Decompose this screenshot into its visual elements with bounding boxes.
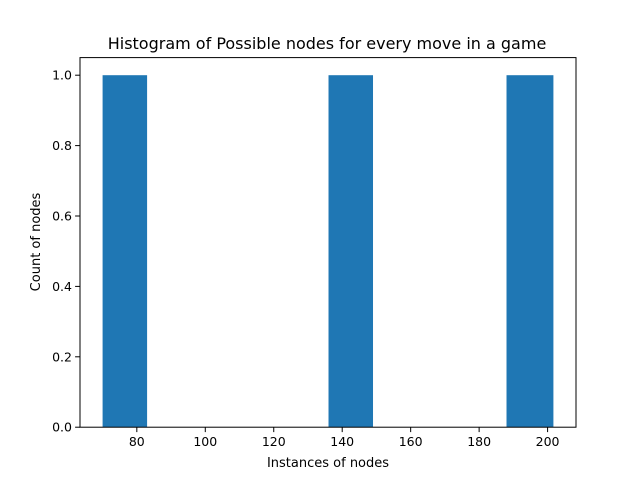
plot-frame bbox=[79, 57, 577, 428]
x-tick-label: 140 bbox=[330, 434, 354, 449]
x-axis-ticks: 80 100 120 140 160 180 200 bbox=[129, 427, 560, 449]
chart-title: Histogram of Possible nodes for every mo… bbox=[108, 34, 547, 53]
y-tick-label: 0.8 bbox=[52, 138, 72, 153]
y-tick-label: 0.2 bbox=[52, 349, 72, 364]
histogram-bar-0 bbox=[102, 75, 148, 428]
x-tick-label: 160 bbox=[399, 434, 423, 449]
x-tick-label: 120 bbox=[262, 434, 286, 449]
x-tick-label: 80 bbox=[129, 434, 145, 449]
y-axis-label: Count of nodes bbox=[29, 192, 44, 291]
bars-group bbox=[102, 75, 554, 428]
x-tick-label: 200 bbox=[536, 434, 560, 449]
y-axis-ticks: 0.0 0.2 0.4 0.6 0.8 1.0 bbox=[52, 68, 80, 435]
x-tick-label: 180 bbox=[467, 434, 491, 449]
histogram-bar-5 bbox=[328, 75, 374, 428]
y-tick-label: 1.0 bbox=[52, 68, 72, 83]
y-tick-label: 0.6 bbox=[52, 209, 72, 224]
x-axis-label: Instances of nodes bbox=[267, 456, 389, 471]
y-tick-label: 0.0 bbox=[52, 420, 72, 435]
x-tick-label: 100 bbox=[193, 434, 217, 449]
histogram-bar-9 bbox=[506, 75, 554, 428]
y-tick-label: 0.4 bbox=[52, 279, 72, 294]
